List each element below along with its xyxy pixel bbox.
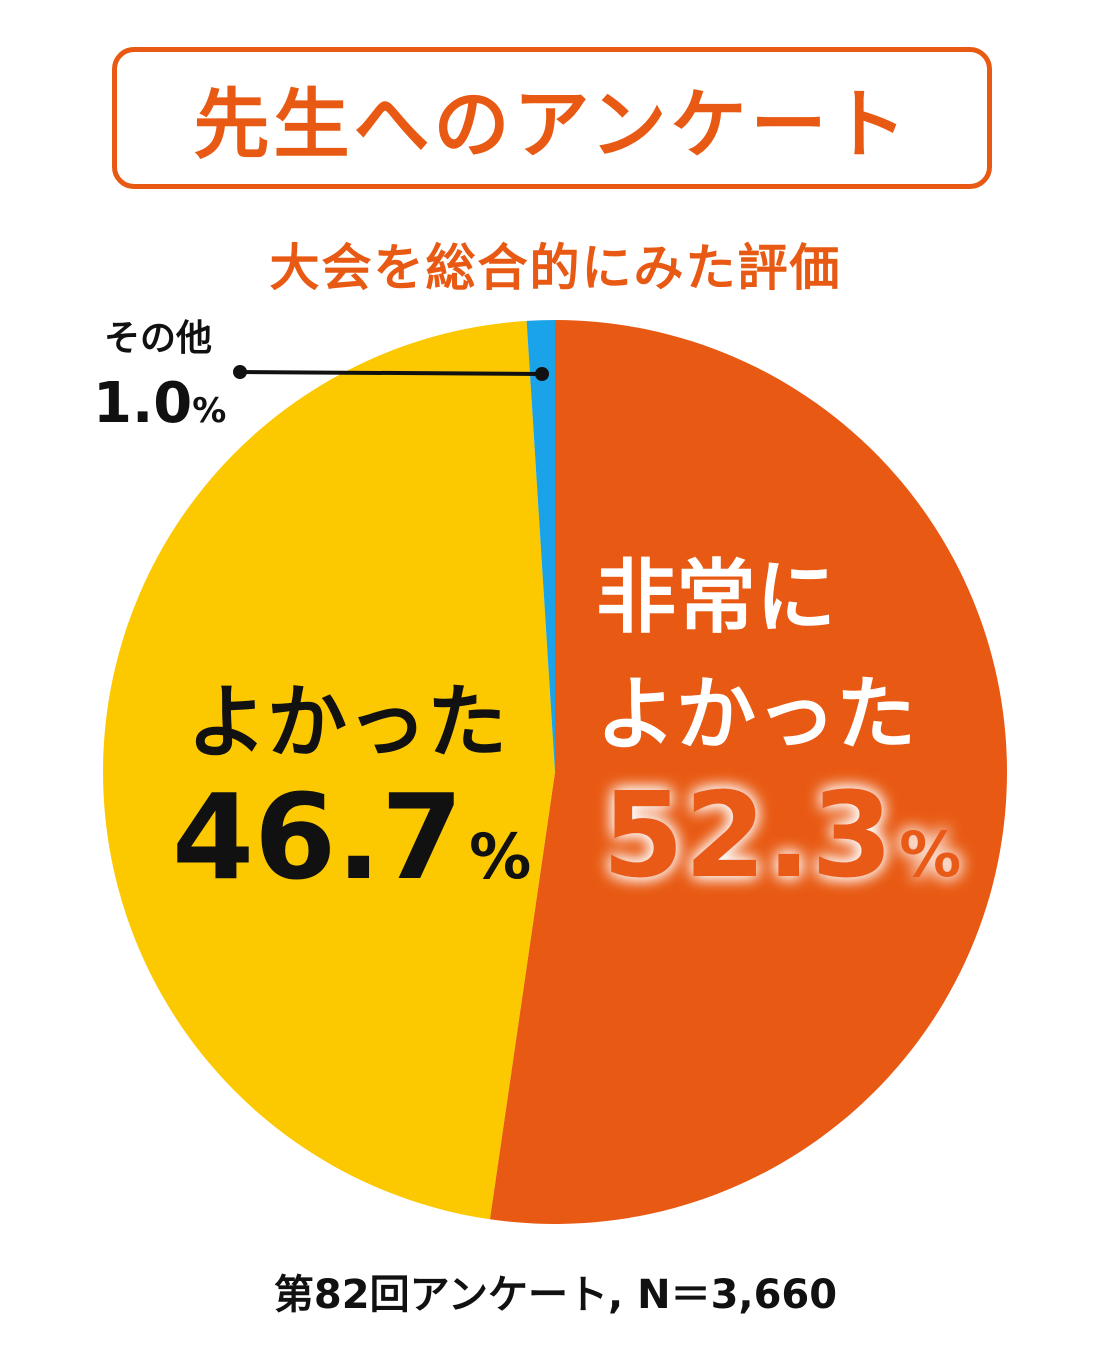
other-label: その他 [104, 318, 212, 359]
very-good-value-unit: % [899, 818, 961, 891]
title-box: 先生へのアンケート [112, 47, 992, 189]
good-value-number: 46.7 [172, 768, 463, 906]
good-label: よかった [187, 676, 507, 769]
chart-subtitle: 大会を総合的にみた評価 [269, 239, 842, 297]
other-leader-line [239, 370, 543, 376]
good-slice [102, 320, 556, 1220]
other-value-number: 1.0 [93, 371, 192, 436]
pie-slices [102, 320, 1008, 1224]
other-value-unit: % [192, 391, 226, 431]
other-value: 1.0% [93, 371, 226, 436]
good-value-unit: % [469, 820, 531, 893]
other-slice [526, 320, 555, 772]
chart-title: 先生へのアンケート [193, 80, 911, 169]
very-good-label-line2: よかった [596, 668, 916, 761]
very-good-value-number: 52.3 [602, 766, 893, 904]
very-good-slice [489, 320, 1008, 1224]
other-leader [233, 365, 549, 381]
very-good-label-line1: 非常に [596, 551, 836, 644]
other-leader-start-dot [233, 365, 247, 379]
other-leader-end-dot [535, 367, 549, 381]
very-good-value: 52.3% [602, 766, 961, 904]
good-value: 46.7% [172, 768, 531, 906]
footnote: 第82回アンケート, N＝3,660 [273, 1272, 838, 1318]
